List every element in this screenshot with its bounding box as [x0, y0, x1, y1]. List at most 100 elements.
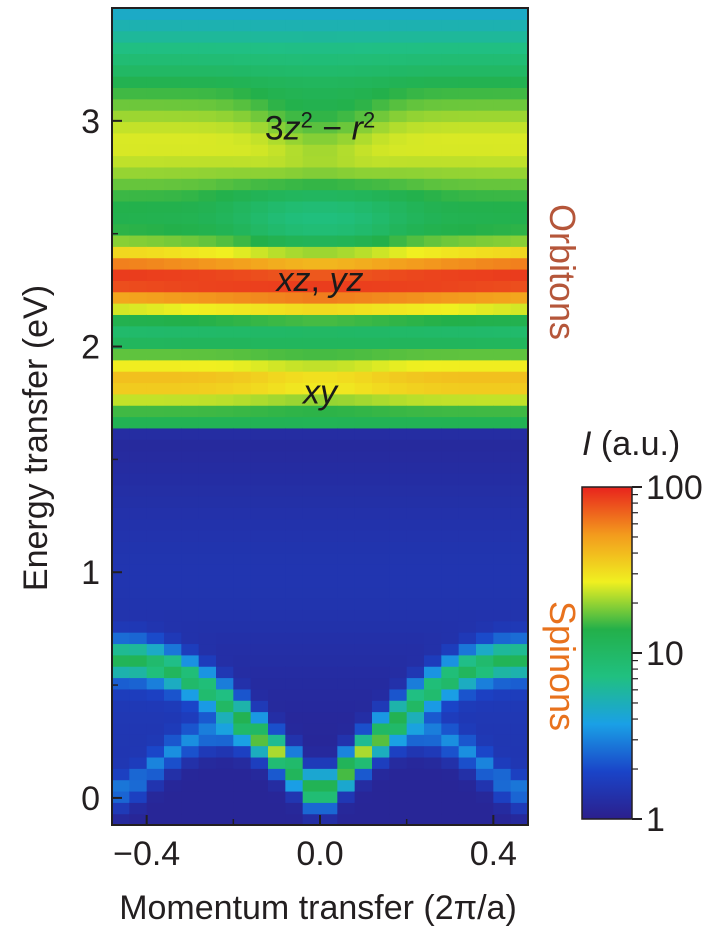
heatmap-cell	[285, 121, 304, 134]
heatmap-cell	[510, 382, 529, 395]
heatmap-cell	[424, 484, 442, 497]
heatmap-cell	[510, 76, 529, 89]
heatmap-cell	[406, 110, 425, 123]
heatmap-cell	[302, 53, 321, 66]
heatmap-cell	[372, 337, 390, 350]
heatmap-cell	[320, 813, 338, 826]
heatmap-cell	[250, 564, 269, 576]
heatmap-cell	[476, 121, 494, 134]
heatmap-cell	[372, 541, 390, 554]
heatmap-cell	[406, 337, 425, 350]
heatmap-cell	[510, 314, 529, 327]
heatmap-cell	[441, 722, 460, 735]
heatmap-cell	[476, 666, 494, 679]
heatmap-cell	[198, 87, 217, 100]
heatmap-cell	[406, 155, 425, 168]
heatmap-cell	[493, 484, 512, 497]
heatmap-cell	[441, 64, 460, 77]
heatmap-cell	[216, 620, 234, 633]
heatmap-cell	[302, 337, 321, 350]
heatmap-cell	[268, 620, 286, 633]
heatmap-cell	[216, 359, 234, 372]
heatmap-cell	[320, 359, 338, 372]
heatmap-cell	[250, 223, 269, 236]
heatmap-cell	[233, 688, 252, 701]
heatmap-cell	[302, 552, 321, 565]
heatmap-cell	[164, 53, 182, 66]
heatmap-cell	[441, 280, 460, 293]
heatmap-cell	[129, 393, 148, 406]
heatmap-cell	[337, 450, 356, 463]
heatmap-cell	[372, 632, 390, 645]
heatmap-cell	[441, 189, 460, 202]
heatmap-cell	[441, 405, 460, 418]
heatmap-cell	[181, 257, 200, 270]
heatmap-cell	[146, 711, 165, 724]
heatmap-cell	[285, 405, 304, 418]
colorbar-title-unit: (a.u.)	[591, 425, 680, 463]
heatmap-cell	[129, 144, 148, 157]
heatmap-cell	[493, 359, 512, 372]
heatmap-cell	[458, 632, 477, 645]
heatmap-cell	[112, 359, 130, 372]
heatmap-cell	[302, 268, 321, 281]
heatmap-cell	[354, 268, 373, 281]
heatmap-cell	[268, 598, 286, 611]
heatmap-cell	[181, 268, 200, 281]
heatmap-cell	[406, 303, 425, 315]
heatmap-cell	[372, 620, 390, 633]
heatmap-cell	[406, 790, 425, 803]
y-tick-label: 3	[81, 103, 100, 141]
heatmap-cell	[233, 303, 252, 315]
heatmap-cell	[181, 348, 200, 361]
heatmap-cell	[337, 779, 356, 792]
heatmap-cell	[476, 53, 494, 66]
heatmap-cell	[441, 654, 460, 667]
heatmap-cell	[250, 541, 269, 554]
spinons-label: Spinons	[542, 601, 583, 731]
heatmap-cell	[198, 768, 217, 781]
heatmap-cell	[510, 325, 529, 338]
heatmap-cell	[510, 42, 529, 54]
heatmap-cell	[458, 42, 477, 54]
heatmap-cell	[354, 722, 373, 735]
heatmap-cell	[372, 700, 390, 713]
band-label: 3z2 − r2	[265, 107, 376, 148]
heatmap-cell	[476, 212, 494, 225]
heatmap-cell	[250, 450, 269, 463]
heatmap-cell	[389, 53, 408, 66]
heatmap-cell	[250, 405, 269, 418]
heatmap-cell	[493, 552, 512, 565]
heatmap-cell	[458, 303, 477, 315]
heatmap-cell	[372, 779, 390, 792]
heatmap-cell	[458, 98, 477, 111]
heatmap-cell	[181, 178, 200, 191]
heatmap-cell	[424, 155, 442, 168]
heatmap-cell	[233, 575, 252, 588]
heatmap-cell	[250, 132, 269, 145]
heatmap-cell	[320, 42, 338, 54]
heatmap-cell	[216, 155, 234, 168]
heatmap-cell	[424, 495, 442, 508]
heatmap-cell	[268, 30, 286, 43]
heatmap-cell	[337, 337, 356, 350]
heatmap-cell	[146, 416, 165, 429]
heatmap-cell	[233, 178, 252, 191]
heatmap-cell	[389, 280, 408, 293]
heatmap-cell	[510, 30, 529, 43]
heatmap-cell	[406, 575, 425, 588]
heatmap-cell	[129, 529, 148, 542]
heatmap-cell	[112, 337, 130, 350]
heatmap-cell	[302, 405, 321, 418]
heatmap-cell	[354, 19, 373, 32]
heatmap-cell	[285, 166, 304, 179]
heatmap-cell	[250, 30, 269, 43]
heatmap-cell	[164, 529, 182, 542]
heatmap-cell	[216, 76, 234, 89]
heatmap-cell	[337, 382, 356, 395]
heatmap-cell	[181, 484, 200, 497]
heatmap-cell	[510, 189, 529, 202]
heatmap-cell	[198, 132, 217, 145]
heatmap-cell	[476, 802, 494, 815]
heatmap-cell	[302, 348, 321, 361]
